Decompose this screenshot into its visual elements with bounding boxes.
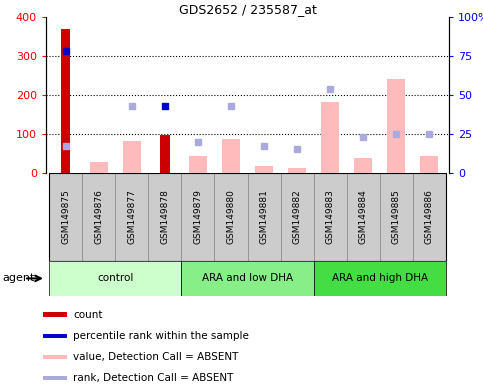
Text: count: count — [73, 310, 103, 320]
Bar — [90, 162, 108, 173]
Text: GSM149884: GSM149884 — [359, 190, 368, 244]
Bar — [182, 261, 313, 296]
Bar — [281, 173, 313, 261]
Bar — [222, 139, 240, 173]
Text: percentile rank within the sample: percentile rank within the sample — [73, 331, 249, 341]
Text: GSM149880: GSM149880 — [227, 190, 236, 244]
Text: rank, Detection Call = ABSENT: rank, Detection Call = ABSENT — [73, 373, 234, 383]
Title: GDS2652 / 235587_at: GDS2652 / 235587_at — [179, 3, 316, 16]
Bar — [413, 173, 446, 261]
Bar — [354, 159, 372, 173]
Bar — [380, 173, 413, 261]
Bar — [189, 156, 207, 173]
Text: ARA and low DHA: ARA and low DHA — [202, 273, 293, 283]
Text: GSM149882: GSM149882 — [293, 190, 301, 244]
Text: GSM149876: GSM149876 — [94, 190, 103, 244]
Bar — [387, 79, 405, 173]
Bar — [115, 173, 148, 261]
Bar — [248, 173, 281, 261]
Bar — [43, 313, 67, 317]
Text: control: control — [97, 273, 133, 283]
Text: GSM149875: GSM149875 — [61, 190, 70, 244]
Bar — [43, 376, 67, 381]
Bar — [182, 173, 214, 261]
Text: value, Detection Call = ABSENT: value, Detection Call = ABSENT — [73, 352, 239, 362]
Bar — [43, 334, 67, 338]
Text: agent: agent — [2, 273, 35, 283]
Text: ARA and high DHA: ARA and high DHA — [332, 273, 428, 283]
Bar — [123, 141, 141, 173]
Text: GSM149881: GSM149881 — [259, 190, 269, 244]
Text: GSM149878: GSM149878 — [160, 190, 170, 244]
Bar — [61, 29, 71, 173]
Bar — [255, 166, 273, 173]
Bar — [347, 173, 380, 261]
Text: GSM149877: GSM149877 — [128, 190, 136, 244]
Bar — [214, 173, 248, 261]
Bar — [49, 173, 82, 261]
Bar — [420, 156, 439, 173]
Text: GSM149886: GSM149886 — [425, 190, 434, 244]
Bar — [43, 355, 67, 359]
Bar — [313, 173, 347, 261]
Text: GSM149879: GSM149879 — [194, 190, 202, 244]
Bar — [313, 261, 446, 296]
Text: GSM149885: GSM149885 — [392, 190, 401, 244]
Bar — [288, 168, 306, 173]
Bar — [82, 173, 115, 261]
Bar — [148, 173, 182, 261]
Bar — [160, 135, 170, 173]
Bar — [321, 102, 339, 173]
Text: GSM149883: GSM149883 — [326, 190, 335, 244]
Bar — [49, 261, 182, 296]
